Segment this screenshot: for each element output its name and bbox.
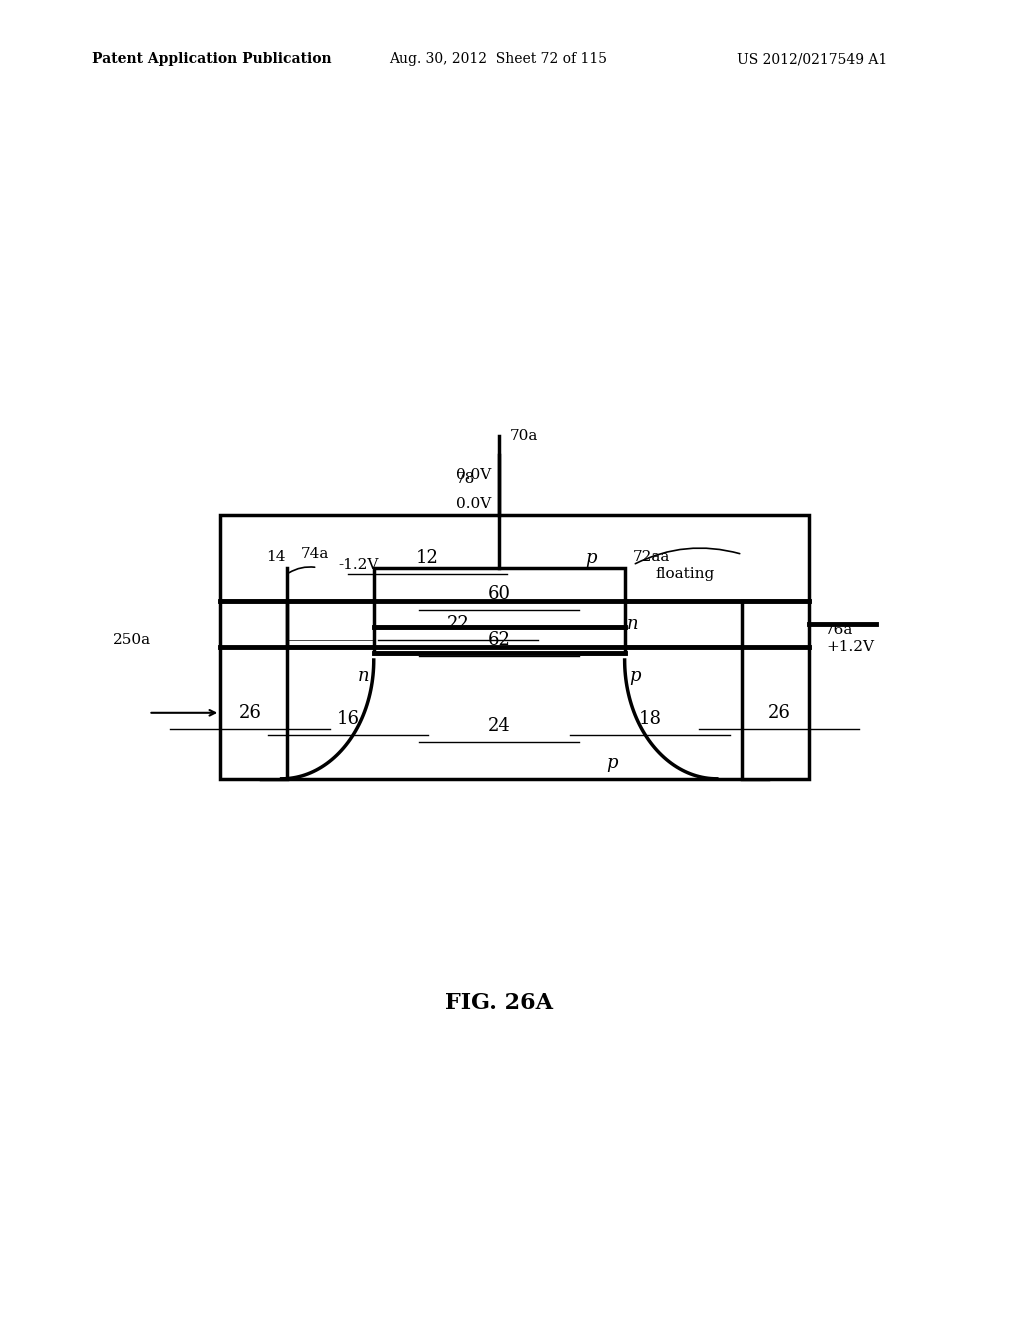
Bar xyxy=(742,601,809,779)
Text: 74a: 74a xyxy=(301,548,330,561)
Bar xyxy=(261,601,768,647)
Text: 16: 16 xyxy=(337,710,359,729)
Text: +1.2V: +1.2V xyxy=(826,640,874,653)
Text: 14: 14 xyxy=(265,550,286,564)
Text: p: p xyxy=(629,667,641,685)
Text: 18: 18 xyxy=(639,710,662,729)
Text: 22: 22 xyxy=(446,615,470,632)
Text: floating: floating xyxy=(655,568,715,581)
Text: 60: 60 xyxy=(487,585,511,603)
Text: 70a: 70a xyxy=(510,429,538,442)
Text: 24: 24 xyxy=(487,717,511,735)
Bar xyxy=(220,601,287,779)
Text: 0.0V: 0.0V xyxy=(456,498,492,511)
Text: Patent Application Publication: Patent Application Publication xyxy=(92,53,332,66)
Text: -1.2V: -1.2V xyxy=(338,558,378,572)
Text: n: n xyxy=(627,615,638,632)
Text: n: n xyxy=(357,667,370,685)
Text: 72aa: 72aa xyxy=(633,550,670,564)
Text: 250a: 250a xyxy=(114,634,152,647)
Bar xyxy=(220,515,809,601)
Text: Aug. 30, 2012  Sheet 72 of 115: Aug. 30, 2012 Sheet 72 of 115 xyxy=(389,53,607,66)
Text: FIG. 26A: FIG. 26A xyxy=(444,993,553,1014)
Text: 12: 12 xyxy=(416,549,439,566)
Text: 78: 78 xyxy=(456,473,475,486)
Text: 0.0V: 0.0V xyxy=(456,469,492,482)
Bar xyxy=(261,647,768,779)
Bar xyxy=(374,627,625,653)
Text: 76a: 76a xyxy=(824,623,853,636)
Text: 26: 26 xyxy=(239,704,261,722)
Text: 26: 26 xyxy=(768,704,791,722)
Text: p: p xyxy=(586,549,597,566)
Text: 62: 62 xyxy=(487,631,511,649)
Bar xyxy=(374,568,625,627)
Text: US 2012/0217549 A1: US 2012/0217549 A1 xyxy=(737,53,888,66)
Text: p: p xyxy=(606,754,617,772)
